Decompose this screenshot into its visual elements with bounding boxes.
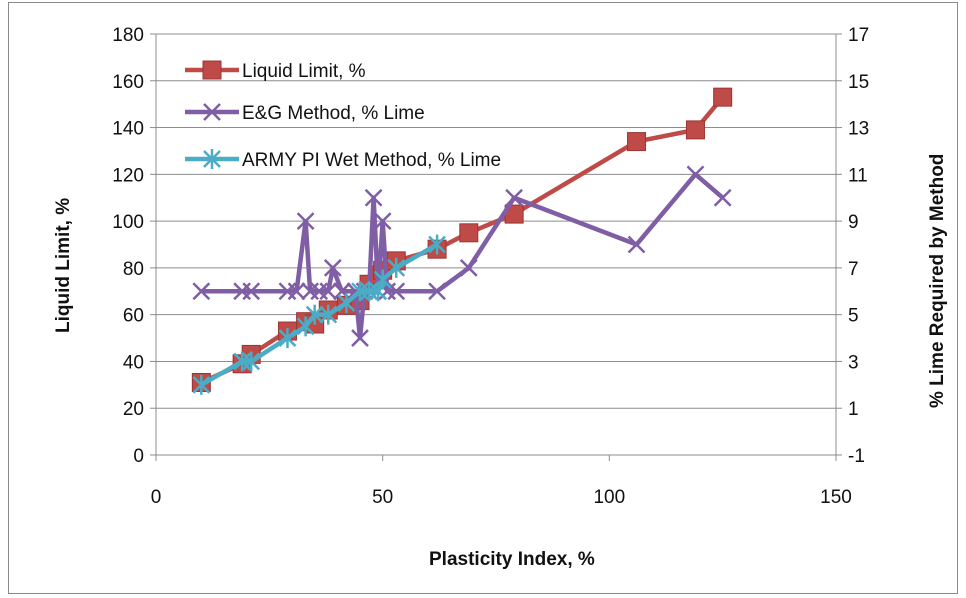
data-point	[373, 212, 392, 230]
data-point	[202, 60, 222, 80]
data-point	[459, 259, 478, 277]
y-tick-label: 160	[112, 72, 144, 93]
y2-tick-label: 13	[848, 119, 869, 140]
data-point	[364, 188, 383, 207]
legend: Liquid Limit, % E&G Method, % Lime ARMY …	[185, 60, 501, 171]
data-point	[192, 374, 211, 395]
legend-label: E&G Method, % Lime	[242, 103, 425, 124]
y2-tick-label: 5	[848, 306, 859, 327]
data-point	[323, 259, 342, 277]
legend-entry-eg-method: E&G Method, % Lime	[185, 103, 425, 124]
data-point	[351, 329, 369, 347]
data-point	[192, 282, 211, 301]
data-point	[373, 269, 392, 290]
legend-entry-liquid-limit: Liquid Limit, %	[185, 60, 366, 82]
y2-tick-label: 11	[848, 165, 868, 186]
data-point	[627, 235, 646, 254]
y2-tick-label: 9	[848, 212, 859, 233]
legend-label: ARMY PI Wet Method, % Lime	[242, 150, 501, 171]
x-axis-title: Plasticity Index, %	[429, 549, 595, 570]
y2-tick-label: 17	[848, 25, 869, 46]
data-point	[319, 282, 338, 301]
data-point	[337, 292, 356, 313]
data-point	[428, 282, 446, 301]
x-tick-label: 50	[372, 487, 393, 508]
data-point	[387, 257, 406, 278]
y-tick-label: 100	[112, 212, 144, 233]
data-point	[203, 103, 221, 121]
y-tick-label: 20	[123, 399, 144, 420]
data-point	[387, 282, 406, 301]
data-point	[713, 87, 733, 107]
chart-frame: 0 20 40 60 80 100 120 140 160 180 -1 1 3 5 7 9 11 13 15 17 0…	[8, 2, 958, 594]
legend-label: Liquid Limit, %	[242, 61, 366, 82]
x-tick-label: 150	[820, 487, 852, 508]
y2-tick-label: 7	[848, 259, 859, 280]
data-point	[713, 188, 732, 207]
y-axis-title: Liquid Limit, %	[53, 198, 74, 333]
y-tick-label: 120	[112, 165, 144, 186]
y-tick-label: 40	[123, 352, 144, 373]
data-point	[305, 304, 324, 325]
y-tick-label: 80	[123, 259, 144, 280]
y2-axis-title: % Lime Required by Method	[927, 154, 948, 408]
y-tick-label: 0	[133, 446, 144, 467]
data-point	[686, 165, 705, 184]
y2-tick-label: 15	[848, 72, 869, 93]
data-point	[685, 120, 705, 140]
data-point	[319, 304, 338, 325]
data-point	[242, 282, 261, 301]
data-point	[296, 316, 315, 337]
data-point	[296, 212, 315, 230]
data-point	[428, 234, 446, 255]
data-point	[242, 351, 261, 372]
x-tick-label: 0	[151, 487, 162, 508]
y-tick-label: 60	[123, 306, 144, 327]
data-point	[203, 149, 221, 169]
series-eg-method	[192, 165, 732, 347]
x-tick-label: 100	[593, 487, 625, 508]
y2-tick-label: -1	[848, 446, 865, 467]
y2-tick-label: 1	[848, 399, 859, 420]
series-line	[201, 172, 725, 341]
y-tick-label: 180	[112, 25, 144, 46]
line-chart: 020406080100120140160180-113579111315170…	[53, 25, 948, 570]
data-point	[627, 132, 647, 152]
series-army-pi-wet	[192, 234, 446, 395]
legend-entry-army-pi-wet: ARMY PI Wet Method, % Lime	[185, 149, 501, 171]
data-point	[287, 282, 306, 301]
data-point	[278, 328, 297, 349]
data-point	[459, 223, 479, 243]
y-tick-label: 140	[112, 119, 144, 140]
data-point	[505, 188, 524, 207]
y2-tick-label: 3	[848, 352, 859, 373]
